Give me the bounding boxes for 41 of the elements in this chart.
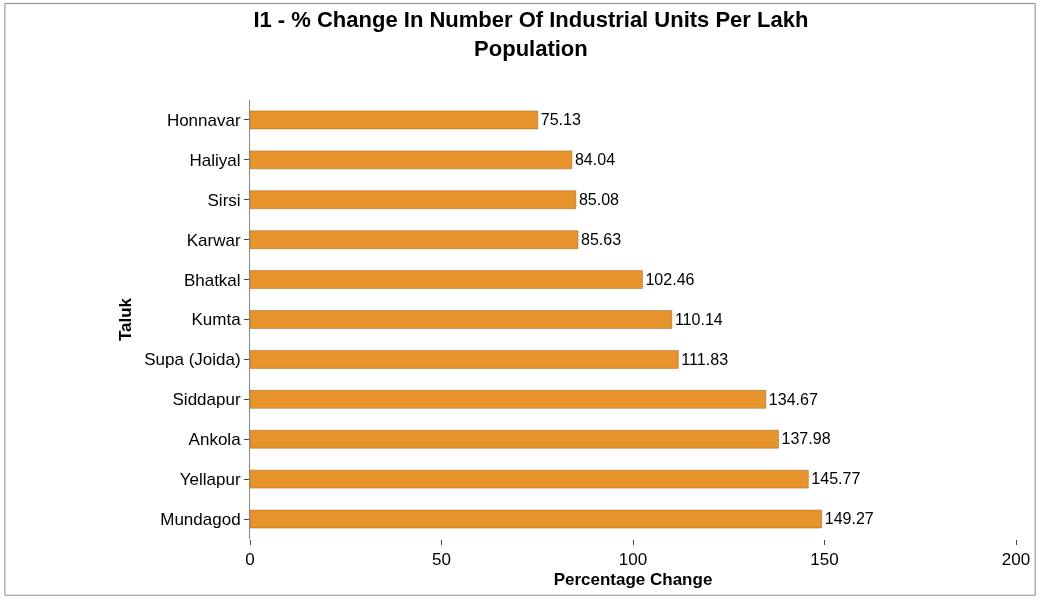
data-label: 149.27 bbox=[824, 509, 874, 528]
data-label: 111.83 bbox=[681, 349, 729, 368]
y-tick-label: Supa (Joida) bbox=[144, 350, 241, 370]
bar bbox=[250, 509, 822, 529]
data-label: 145.77 bbox=[811, 469, 861, 488]
bar bbox=[250, 350, 679, 369]
y-tick-label: Bhatkal bbox=[183, 270, 241, 290]
bar bbox=[250, 190, 577, 209]
y-tick-label: Ankola bbox=[188, 430, 242, 450]
bar bbox=[250, 110, 538, 130]
x-tick-label: 50 bbox=[432, 550, 451, 570]
bar bbox=[250, 270, 643, 289]
bar bbox=[250, 150, 573, 170]
data-label: 75.13 bbox=[540, 110, 581, 129]
y-tick-label: Karwar bbox=[186, 230, 241, 250]
bar bbox=[250, 310, 673, 329]
data-label: 85.63 bbox=[580, 229, 622, 248]
y-tick-label: Yellapur bbox=[179, 470, 241, 490]
bar bbox=[250, 230, 579, 249]
x-tick-label: 0 bbox=[245, 550, 255, 570]
data-label: 102.46 bbox=[645, 269, 695, 288]
data-label: 137.98 bbox=[781, 429, 831, 448]
y-tick-label: Mundagod bbox=[160, 510, 241, 529]
y-tick-label: Kumta bbox=[191, 310, 242, 330]
data-label: 84.04 bbox=[574, 150, 616, 169]
y-tick-label: Honnavar bbox=[166, 110, 241, 130]
y-tick-label: Siddapur bbox=[172, 390, 241, 410]
x-tick-label: 150 bbox=[810, 550, 839, 570]
data-label: 85.08 bbox=[578, 189, 620, 208]
y-axis-title: Taluk bbox=[115, 297, 135, 342]
bar bbox=[250, 390, 767, 409]
y-tick-label: Haliyal bbox=[189, 150, 241, 170]
data-label: 110.14 bbox=[674, 309, 723, 328]
x-tick-label: 200 bbox=[1001, 550, 1031, 570]
data-label: 134.67 bbox=[768, 389, 818, 408]
bar bbox=[250, 469, 809, 489]
x-tick-label: 100 bbox=[618, 550, 648, 570]
bar bbox=[250, 430, 779, 449]
chart-title: I1 - % Change In Number Of Industrial Units Per Lakh Population bbox=[253, 6, 809, 61]
y-tick-label: Sirsi bbox=[207, 190, 241, 210]
x-axis-title: Percentage Change bbox=[553, 569, 713, 589]
